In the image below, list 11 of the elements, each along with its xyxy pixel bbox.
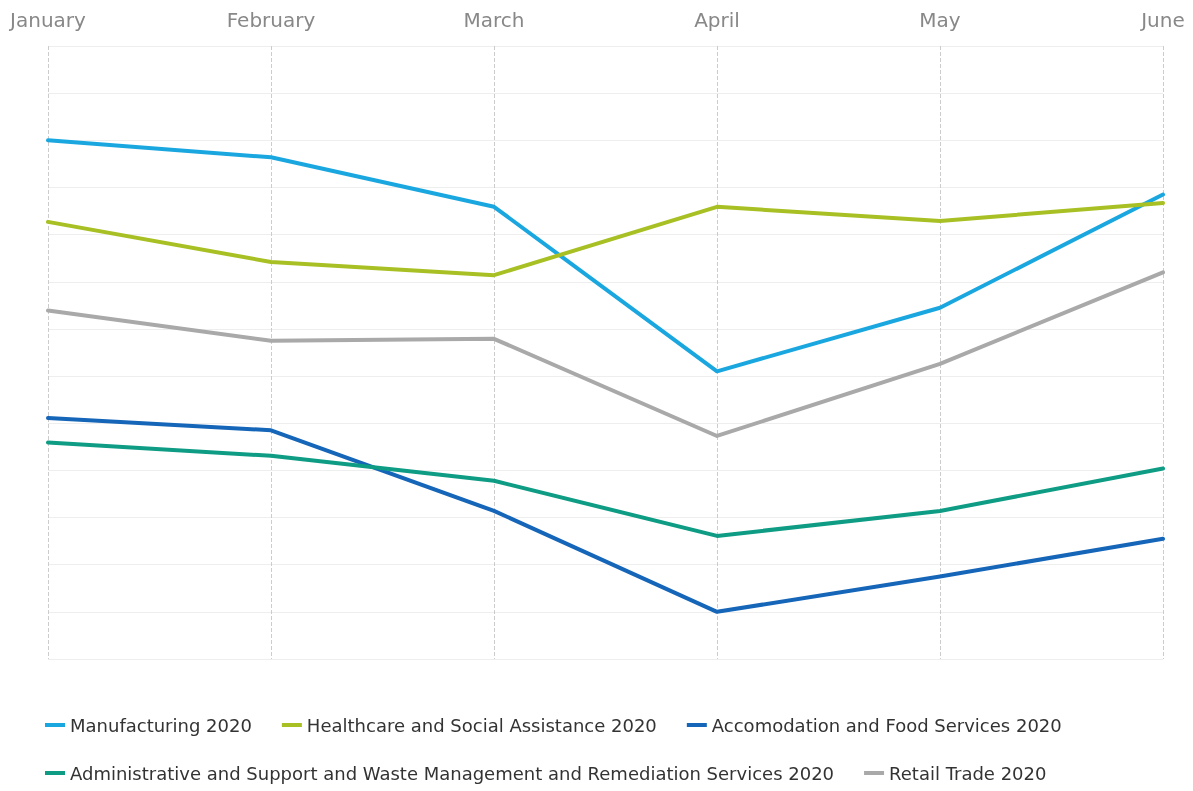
legend-label: Administrative and Support and Waste Management and Remediation Services 2020 [70, 762, 835, 784]
x-tick-label: January [8, 8, 87, 32]
legend-label: Healthcare and Social Assistance 2020 [306, 714, 657, 736]
legend-label: Retail Trade 2020 [889, 762, 1047, 784]
x-tick-label: June [1139, 8, 1185, 32]
x-tick-label: May [919, 8, 961, 32]
x-tick-label: April [694, 8, 740, 32]
x-tick-label: March [463, 8, 525, 32]
legend-label: Manufacturing 2020 [70, 714, 252, 736]
legend-label: Accomodation and Food Services 2020 [711, 714, 1062, 736]
x-tick-label: February [226, 8, 316, 32]
